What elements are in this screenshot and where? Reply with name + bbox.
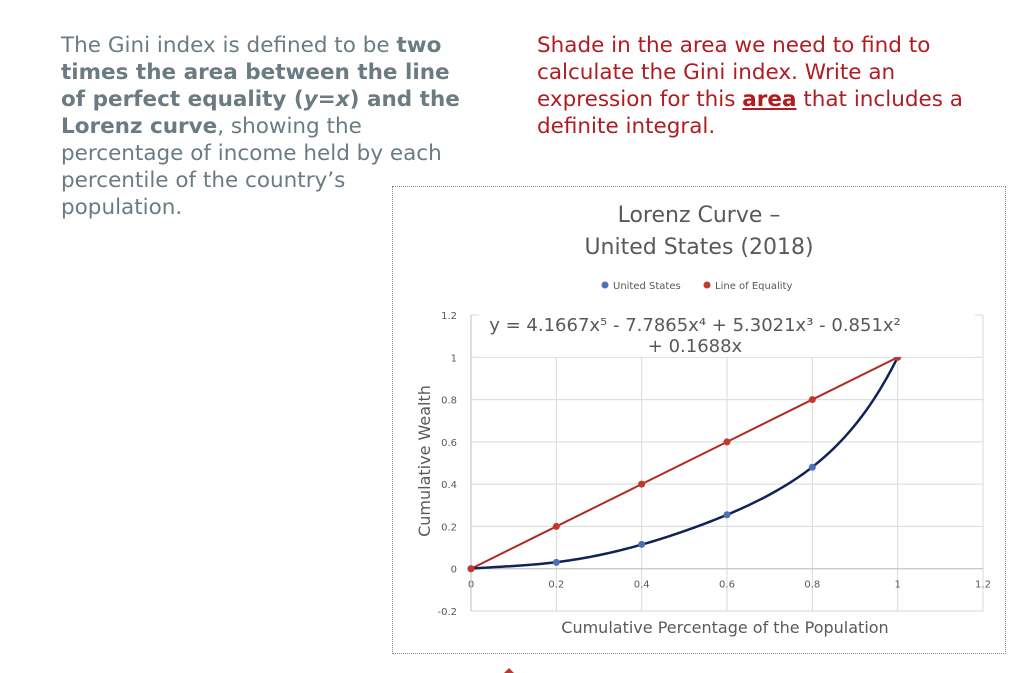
equality-point (467, 565, 475, 573)
y-tick-label: 0.8 (441, 396, 457, 407)
x-axis-label: Cumulative Percentage of the Population (561, 618, 888, 637)
x-tick-label: 0.2 (548, 580, 564, 591)
legend-label: Line of Equality (715, 281, 792, 292)
definition-bold-part2: ) and the Lorenz curve (61, 87, 460, 139)
instruction-text-plain: Shade in the area we need to find to cal… (537, 33, 931, 112)
united-states-point (808, 463, 816, 471)
x-tick-label: 1 (894, 580, 900, 591)
y-tick-label: 0.6 (441, 438, 457, 449)
y-tick-label: 1 (451, 353, 457, 364)
axes: 00.20.40.60.811.2-0.200.20.40.60.811.2 (437, 311, 990, 618)
y-axis-label: Cumulative Wealth (415, 385, 434, 537)
equality-line (470, 356, 899, 570)
x-tick-label: 0.8 (804, 580, 820, 591)
series-marks (467, 353, 902, 573)
legend-marker (703, 281, 711, 289)
definition-bold-variable: y=x (303, 87, 350, 112)
legend-marker (601, 281, 609, 289)
y-tick-label: 0 (451, 565, 457, 576)
y-tick-label: 0.2 (441, 522, 457, 533)
trendline-equation-line-2: + 0.1688x (648, 336, 743, 357)
trendline-equation: y = 4.1667x⁵ - 7.7865x⁴ + 5.3021x³ - 0.8… (479, 309, 975, 357)
united-states-point (723, 511, 731, 519)
x-tick-label: 0.4 (634, 580, 650, 591)
definition-bold-part1: two times the area between the line of p… (61, 33, 450, 112)
chart-title-line-2: United States (2018) (584, 235, 813, 260)
instruction-text: Shade in the area we need to find to cal… (537, 32, 1007, 140)
trendline-equation-line-1: y = 4.1667x⁵ - 7.7865x⁴ + 5.3021x³ - 0.8… (489, 315, 901, 336)
definition-text-rest: , showing the percentage of income held … (61, 114, 442, 220)
chart-title-line-1: Lorenz Curve – (618, 203, 781, 228)
gini-definition-text: The Gini index is defined to be two time… (61, 32, 461, 221)
equality-point (723, 438, 731, 446)
equality-point (552, 522, 560, 530)
cursor-marker (504, 668, 514, 673)
lorenz-chart: Lorenz Curve – United States (2018) Unit… (415, 203, 991, 637)
united-states-point (638, 540, 646, 548)
chart-legend: United States Line of Equality (601, 281, 792, 292)
equality-point (638, 480, 646, 488)
legend-label: United States (613, 281, 681, 292)
grid-lines (470, 314, 984, 612)
x-tick-label: 0.6 (719, 580, 735, 591)
y-tick-label: -0.2 (437, 607, 457, 618)
chart-container: Lorenz Curve – United States (2018) Unit… (392, 186, 1006, 654)
definition-text-bold: two times the area between the line of p… (61, 33, 460, 139)
equality-point (808, 396, 816, 404)
united-states-point (552, 558, 560, 566)
instruction-area-word: area (742, 87, 797, 112)
y-tick-label: 1.2 (441, 311, 457, 322)
y-tick-label: 0.4 (441, 480, 457, 491)
lorenz-trendline (470, 356, 899, 570)
definition-text-plain: The Gini index is defined to be (61, 33, 397, 58)
instruction-text-rest: that includes a definite integral. (537, 87, 963, 139)
x-tick-label: 1.2 (975, 580, 991, 591)
trendline-equation-background (479, 309, 975, 357)
